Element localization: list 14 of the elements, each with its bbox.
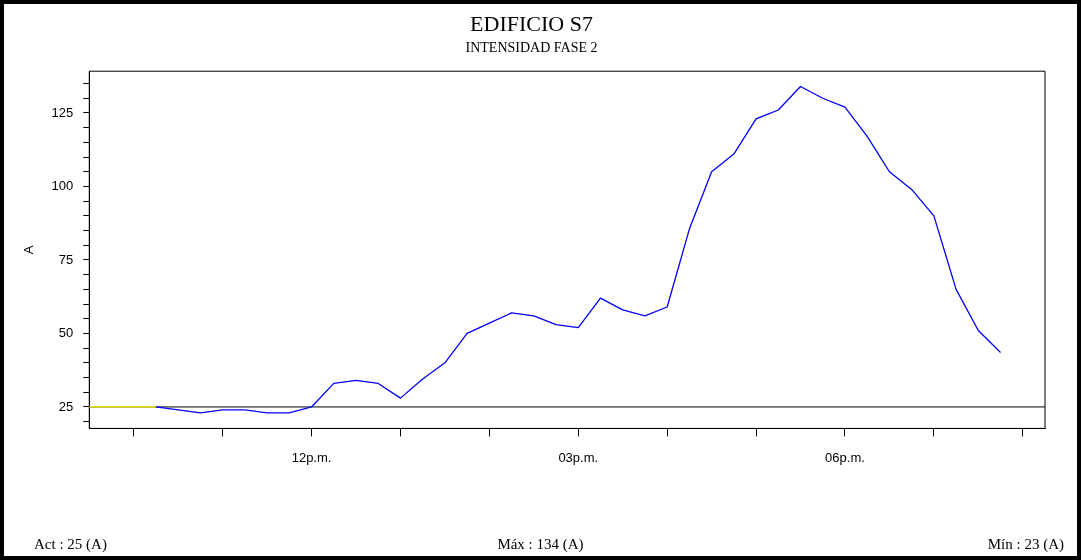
chart-subtitle: INTENSIDAD FASE 2 bbox=[465, 40, 598, 56]
y-axis-title: A bbox=[21, 245, 37, 255]
text: Máx : 134 (A) bbox=[497, 536, 584, 553]
text: Mín : 23 (A) bbox=[987, 536, 1064, 553]
chart-title: EDIFICIO S7 bbox=[470, 10, 593, 36]
x-tick-label: 06p.m. bbox=[825, 449, 865, 465]
text: Act : 25 (A) bbox=[34, 536, 107, 553]
y-tick-label: 100 bbox=[51, 178, 74, 194]
y-tick-label: 125 bbox=[51, 104, 74, 120]
y-tick-label: 25 bbox=[58, 398, 74, 414]
x-tick-label: 03p.m. bbox=[558, 449, 599, 465]
y-tick-label: 50 bbox=[58, 325, 74, 341]
y-tick-label: 75 bbox=[58, 251, 74, 267]
x-tick-label: 12p.m. bbox=[291, 449, 332, 465]
